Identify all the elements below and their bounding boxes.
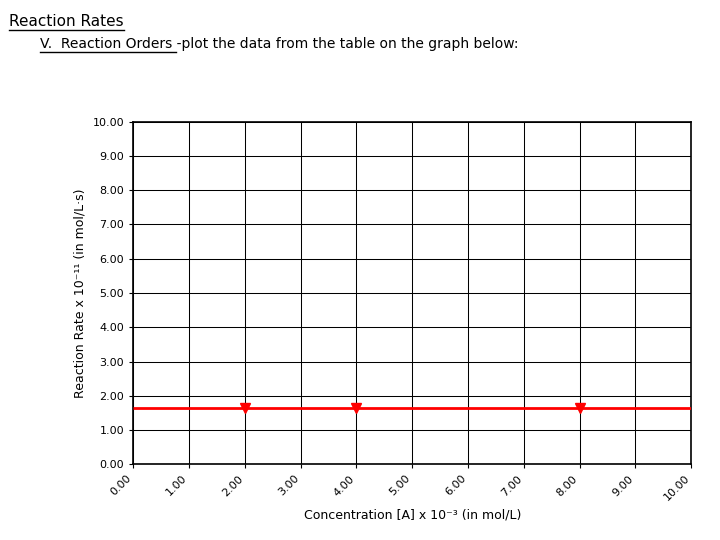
Text: Reaction Rates: Reaction Rates [9, 14, 124, 29]
Text: V.  Reaction Orders -plot the data from the table on the graph below:: V. Reaction Orders -plot the data from t… [40, 37, 518, 51]
X-axis label: Concentration [A] x 10⁻³ (in mol/L): Concentration [A] x 10⁻³ (in mol/L) [304, 509, 521, 522]
Text: V.  Reaction Orders: V. Reaction Orders [0, 539, 1, 540]
Y-axis label: Reaction Rate x 10⁻¹¹ (in mol/L·s): Reaction Rate x 10⁻¹¹ (in mol/L·s) [74, 188, 87, 397]
